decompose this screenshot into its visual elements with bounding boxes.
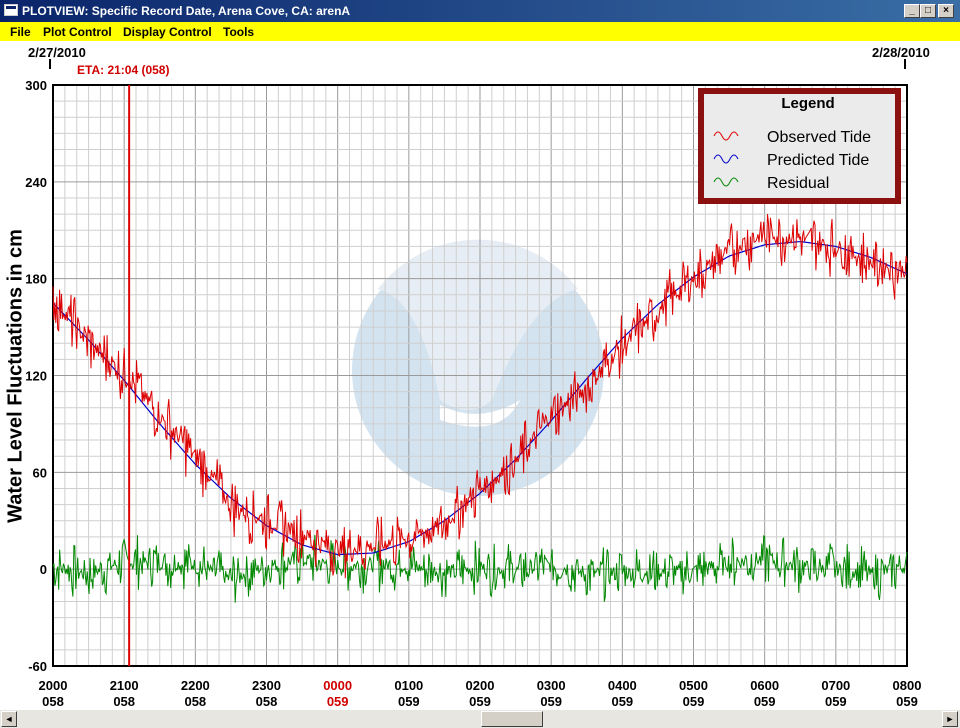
scroll-right-button[interactable]: ► [942, 711, 958, 727]
x-tick-time-label: 0800 [893, 678, 922, 693]
x-tick-day-label: 058 [184, 694, 206, 709]
title-bar: PLOTVIEW: Specific Record Date, Arena Co… [0, 0, 960, 22]
maximize-button[interactable]: □ [920, 4, 936, 18]
legend-predicted-label: Predicted Tide [767, 152, 869, 169]
eta-label: ETA: 21:04 (058) [77, 63, 170, 77]
start-date-tick [49, 59, 51, 69]
tide-chart: -600601201802403002000058210005822000582… [25, 78, 921, 709]
y-tick-label: -60 [28, 659, 47, 674]
x-tick-day-label: 059 [469, 694, 491, 709]
x-tick-time-label: 0200 [466, 678, 495, 693]
x-tick-time-label: 2300 [252, 678, 281, 693]
noaa-logo-watermark [352, 239, 604, 496]
x-tick-day-label: 059 [398, 694, 420, 709]
chart-axes: -600601201802403002000058210005822000582… [25, 78, 921, 709]
x-tick-day-label: 059 [754, 694, 776, 709]
x-tick-day-label: 059 [896, 694, 918, 709]
horizontal-scrollbar[interactable]: ◄ ► [0, 710, 960, 728]
end-date-tick [904, 59, 906, 69]
close-button[interactable]: × [938, 4, 954, 18]
legend-observed-label: Observed Tide [767, 129, 871, 146]
x-tick-day-label: 059 [683, 694, 705, 709]
x-tick-time-label: 0300 [537, 678, 566, 693]
series-residual [52, 534, 908, 603]
menu-bar: File Plot Control Display Control Tools [0, 22, 960, 41]
x-tick-day-label: 059 [825, 694, 847, 709]
y-tick-label: 180 [25, 272, 47, 287]
x-tick-time-label: 0500 [679, 678, 708, 693]
x-tick-time-label: 2000 [39, 678, 68, 693]
legend-observed-swatch [713, 131, 739, 141]
x-tick-day-label: 059 [611, 694, 633, 709]
y-tick-label: 120 [25, 369, 47, 384]
legend-residual-swatch [713, 177, 739, 187]
legend-panel [704, 94, 895, 198]
x-tick-day-label: 058 [42, 694, 64, 709]
end-date-label: 2/28/2010 [872, 45, 930, 60]
start-date-label: 2/27/2010 [28, 45, 86, 60]
menu-display-control[interactable]: Display Control [123, 25, 212, 39]
y-tick-label: 0 [40, 562, 47, 577]
x-tick-day-label: 058 [256, 694, 278, 709]
chart-series [52, 85, 908, 666]
series-predicted-tide [52, 241, 908, 556]
scroll-left-button[interactable]: ◄ [1, 711, 17, 727]
x-tick-day-label: 058 [113, 694, 135, 709]
menu-plot-control[interactable]: Plot Control [43, 25, 112, 39]
series-observed-tide [52, 214, 908, 579]
x-tick-time-label: 0700 [821, 678, 850, 693]
x-tick-time-label: 2200 [181, 678, 210, 693]
scrollbar-thumb[interactable] [481, 711, 543, 727]
y-tick-label: 60 [33, 465, 47, 480]
x-tick-time-label: 0600 [750, 678, 779, 693]
x-tick-day-label: 059 [327, 694, 349, 709]
x-tick-time-label: 0400 [608, 678, 637, 693]
legend-residual-label: Residual [767, 175, 829, 192]
chart-legend[interactable]: Legend Observed Tide Predicted Tide Resi… [698, 88, 901, 204]
menu-tools[interactable]: Tools [223, 25, 255, 39]
plot-area-border [52, 84, 908, 667]
app-window-icon [4, 4, 18, 16]
menu-file[interactable]: File [10, 25, 31, 39]
legend-predicted-swatch [713, 154, 739, 164]
window-title: PLOTVIEW: Specific Record Date, Arena Co… [22, 4, 351, 18]
y-tick-label: 300 [25, 78, 47, 93]
x-tick-day-label: 059 [540, 694, 562, 709]
minimize-button[interactable]: _ [904, 4, 920, 18]
legend-title: Legend [781, 95, 834, 112]
y-tick-label: 240 [25, 175, 47, 190]
x-tick-time-label: 2100 [110, 678, 139, 693]
x-tick-time-label: 0000 [323, 678, 352, 693]
x-tick-time-label: 0100 [394, 678, 423, 693]
